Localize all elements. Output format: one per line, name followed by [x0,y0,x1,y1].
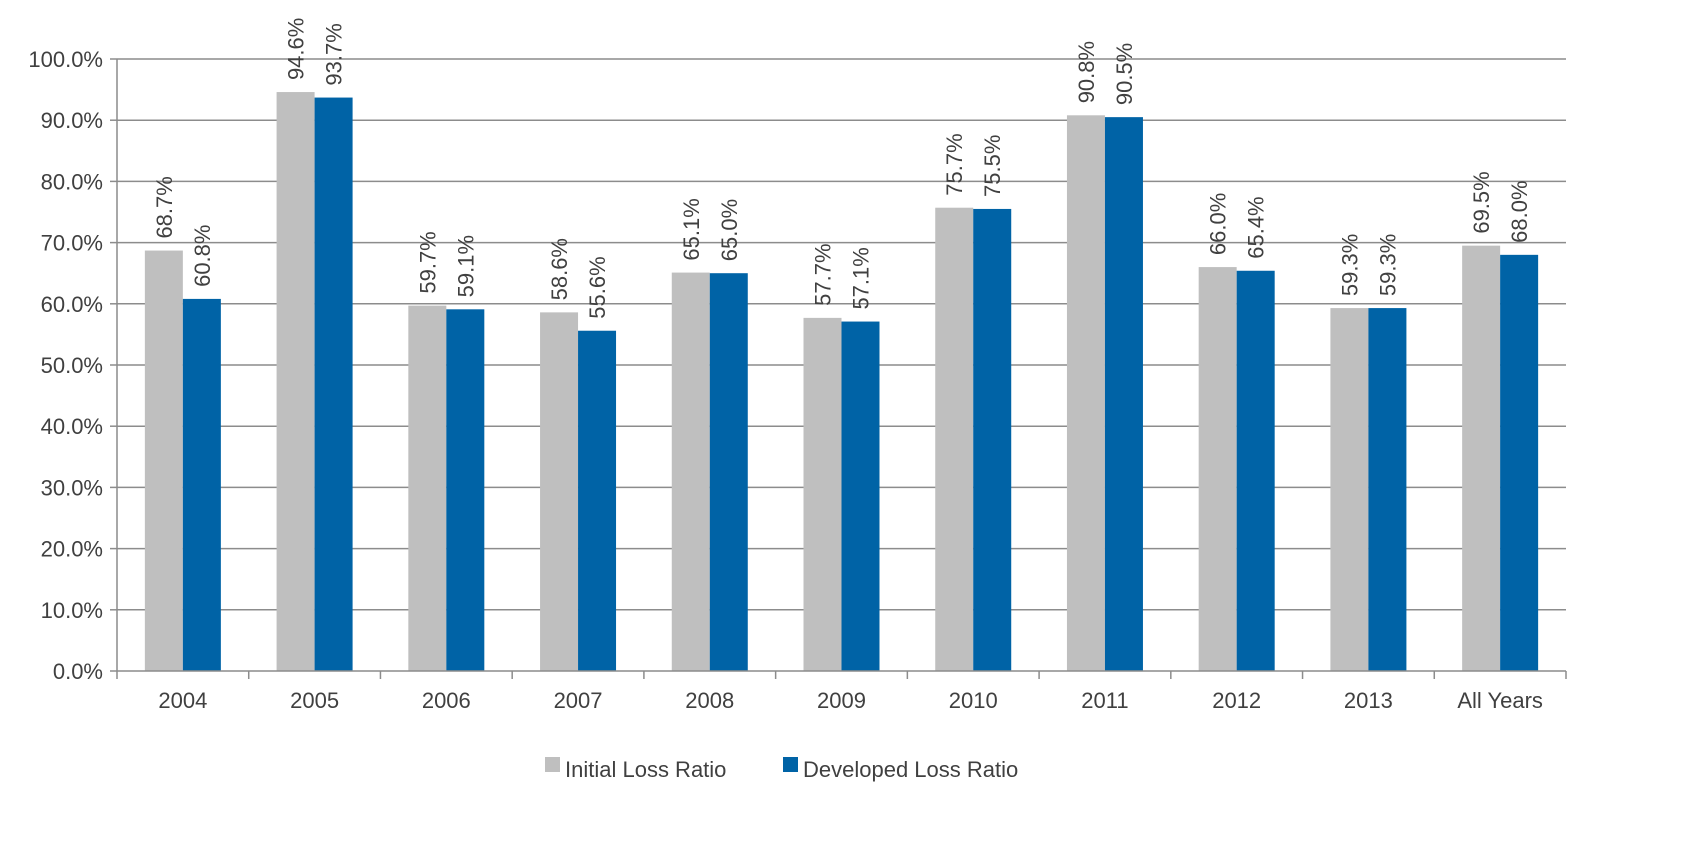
x-tick-label: 2013 [1344,688,1393,713]
data-label: 90.5% [1112,43,1137,105]
legend-swatch [545,757,560,772]
axes [110,58,1567,679]
data-label: 68.0% [1507,180,1532,242]
data-label: 59.7% [415,231,440,293]
bar-initial [540,312,579,671]
data-label: 60.8% [190,225,215,287]
y-tick-label: 0.0% [53,659,103,684]
y-axis-ticks: 0.0% 10.0% 20.0% 30.0% 40.0% 50.0% 60.0% 70.0% 8… [28,47,103,684]
data-label: 69.5% [1469,171,1494,233]
bar-initial [276,92,315,672]
bar-developed [1500,254,1539,671]
bar-initial [1462,245,1501,671]
bar-initial [935,207,974,671]
data-label: 57.7% [811,243,836,305]
x-tick-label: 2008 [685,688,734,713]
data-label: 65.0% [717,199,742,261]
x-tick-label: 2011 [1081,688,1128,713]
x-tick-label: All Years [1457,688,1543,713]
bar-developed [578,330,617,671]
y-tick-label: 10.0% [41,598,103,623]
y-tick-label: 100.0% [28,47,103,72]
data-label: 75.7% [942,133,967,195]
bar-initial [1198,267,1237,671]
y-tick-label: 90.0% [41,108,103,133]
bar-developed [709,273,748,671]
legend-label: Developed Loss Ratio [803,757,1018,782]
bar-developed [182,298,221,671]
bar-developed [841,321,880,671]
data-label: 65.4% [1244,196,1269,258]
y-tick-label: 40.0% [41,414,103,439]
bar-developed [1236,270,1275,671]
bar-initial [671,272,710,671]
bar-initial [144,250,183,671]
data-label: 65.1% [679,198,704,260]
y-tick-label: 70.0% [41,231,103,256]
x-tick-label: 2005 [290,688,339,713]
y-tick-label: 50.0% [41,353,103,378]
x-tick-label: 2010 [949,688,998,713]
data-label: 59.3% [1337,234,1362,296]
bar-developed [314,97,353,671]
data-label: 93.7% [322,23,347,85]
bar-initial [803,317,842,671]
bars [144,92,1539,672]
data-label: 59.3% [1375,234,1400,296]
data-label: 58.6% [547,238,572,300]
bar-developed [1368,308,1407,671]
bar-initial [408,305,447,671]
data-label: 75.5% [980,135,1005,197]
data-label: 59.1% [453,235,478,297]
x-tick-label: 2012 [1212,688,1261,713]
legend-label: Initial Loss Ratio [565,757,726,782]
data-labels: 68.7% 60.8% 94.6% 93.7% 59.7% 59.1% 58.6% 55.6%… [152,18,1532,319]
y-tick-label: 60.0% [41,292,103,317]
x-tick-label: 2007 [554,688,603,713]
y-tick-label: 30.0% [41,475,103,500]
bar-developed [446,309,485,671]
legend-swatch [783,757,798,772]
data-label: 68.7% [152,176,177,238]
y-tick-label: 20.0% [41,537,103,562]
x-tick-label: 2006 [422,688,471,713]
legend: Initial Loss Ratio Developed Loss Ratio [545,757,1018,782]
bar-developed [973,208,1012,671]
x-tick-label: 2004 [158,688,207,713]
data-label: 66.0% [1206,193,1231,255]
bar-initial [1066,115,1105,671]
bar-initial [1330,308,1369,671]
data-label: 57.1% [849,247,874,309]
bar-developed [1104,117,1143,671]
data-label: 94.6% [284,18,309,80]
data-label: 55.6% [585,256,610,318]
y-tick-label: 80.0% [41,169,103,194]
x-axis-ticks: 2004 2005 2006 2007 2008 2009 2010 2011 2012 2013… [158,688,1543,713]
x-tick-label: 2009 [817,688,866,713]
data-label: 90.8% [1074,41,1099,103]
